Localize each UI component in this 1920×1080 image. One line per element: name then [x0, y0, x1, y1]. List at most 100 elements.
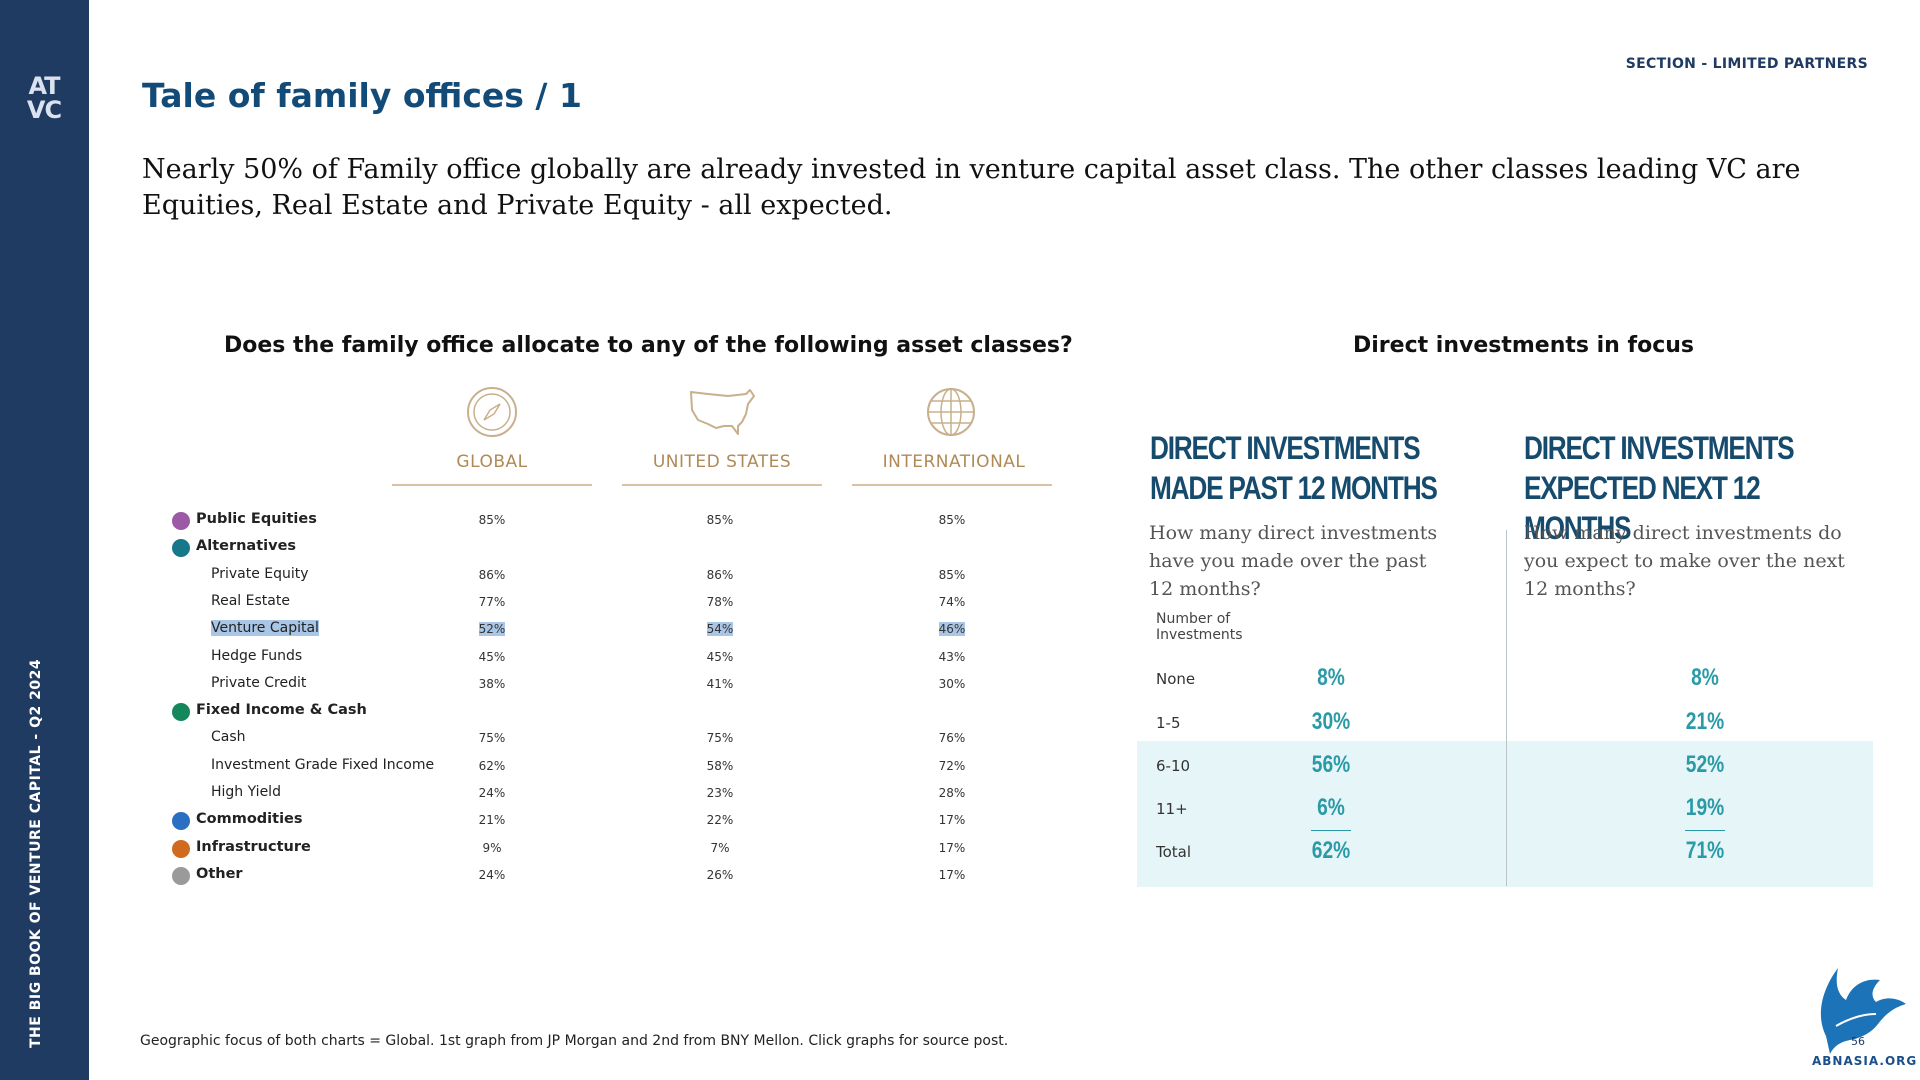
lead-paragraph: Nearly 50% of Family office globally are…	[142, 154, 1801, 221]
column-underline	[622, 484, 822, 486]
allocation-value: 58%	[706, 758, 734, 773]
bird-logo-icon	[1820, 968, 1906, 1054]
next-12-months-heading: DIRECT INVESTMENTS EXPECTED NEXT 12 MONT…	[1524, 430, 1795, 546]
allocation-value: 45%	[478, 649, 506, 664]
allocation-value: 9%	[482, 840, 502, 855]
allocation-value: 77%	[478, 594, 506, 609]
next-question: How many direct investments do you expec…	[1524, 522, 1845, 600]
allocation-value: 43%	[938, 649, 966, 664]
allocation-value: 30%	[938, 676, 966, 691]
past-percentage: 62%	[1311, 837, 1351, 864]
asset-class-label: Private Credit	[211, 674, 307, 691]
allocation-value: 85%	[706, 513, 734, 527]
allocation-value: 7%	[710, 840, 730, 855]
next-percentage: 8%	[1691, 664, 1719, 691]
investment-count-label: Total	[1156, 843, 1192, 861]
asset-class-label: Real Estate	[211, 592, 290, 609]
highlighted-value: 54%	[706, 622, 734, 637]
asset-class-label: High Yield	[211, 784, 281, 800]
asset-class-label: Hedge Funds	[211, 647, 303, 664]
legend-dot	[172, 812, 190, 831]
logo-top: AT	[28, 72, 60, 100]
allocation-value: 17%	[938, 813, 966, 828]
globe-icon	[927, 388, 975, 436]
allocation-value: 24%	[478, 786, 506, 800]
column-underline	[852, 484, 1052, 486]
allocation-value: 62%	[478, 758, 506, 773]
next-percentage: 71%	[1685, 837, 1725, 864]
allocation-value: 24%	[478, 867, 506, 882]
allocation-value: 86%	[478, 567, 506, 582]
asset-class-label: Public Equities	[196, 511, 317, 527]
total-rule-next	[1685, 830, 1725, 831]
allocation-value: 17%	[938, 840, 966, 855]
page-number: 56	[1851, 1035, 1865, 1048]
asset-class-label: Private Equity	[211, 565, 309, 582]
allocation-value: 75%	[706, 731, 734, 746]
allocation-value: 75%	[478, 731, 506, 746]
asset-class-label: Commodities	[196, 811, 303, 828]
next-percentage: 21%	[1685, 708, 1725, 735]
investment-count-label: 1-5	[1156, 714, 1181, 732]
allocation-value: 38%	[478, 676, 506, 691]
next-percentage: 19%	[1685, 794, 1725, 821]
allocation-value: 76%	[938, 731, 966, 746]
asset-class-label: Venture Capital	[211, 620, 319, 637]
legend-dot	[172, 839, 190, 858]
column-header-united-states: UNITED STATES	[652, 452, 792, 472]
left-chart-title[interactable]: Does the family office allocate to any o…	[224, 333, 1073, 358]
logo-bottom: VC	[26, 96, 62, 124]
brand-text[interactable]: ABNASIA.ORG	[1812, 1054, 1918, 1068]
allocation-value: 54%	[680, 622, 760, 637]
footnote: Geographic focus of both charts = Global…	[140, 1033, 1009, 1049]
asset-class-label: Other	[196, 865, 243, 882]
past-12-months-heading: DIRECT INVESTMENTS MADE PAST 12 MONTHS	[1150, 430, 1438, 506]
atvc-logo: AT VC	[22, 74, 66, 130]
legend-dot	[172, 539, 190, 558]
allocation-value: 22%	[706, 813, 734, 828]
legend-dot	[172, 866, 190, 885]
legend-dot	[172, 703, 190, 722]
usa-map-icon	[690, 389, 755, 435]
allocation-value: 46%	[912, 622, 992, 637]
next-percentage: 52%	[1685, 751, 1725, 778]
right-chart-title[interactable]: Direct investments in focus	[1353, 333, 1694, 358]
number-of-investments-label: Number of Investments	[1156, 611, 1243, 643]
allocation-value: 85%	[938, 567, 966, 582]
column-underline	[392, 484, 592, 486]
allocation-value: 17%	[938, 867, 966, 882]
allocation-value: 23%	[706, 786, 734, 800]
allocation-value: 28%	[938, 786, 966, 800]
allocation-value: 85%	[478, 513, 506, 527]
legend-dot	[172, 512, 190, 530]
past-percentage: 30%	[1311, 708, 1351, 735]
highlighted-value: 52%	[478, 622, 506, 637]
highlighted-value: 46%	[938, 622, 966, 637]
past-percentage: 8%	[1317, 664, 1345, 691]
allocation-value: 78%	[706, 594, 734, 609]
column-header-global: GLOBAL	[456, 452, 528, 472]
allocation-value: 85%	[938, 513, 966, 527]
asset-class-label: Alternatives	[196, 538, 297, 555]
asset-class-label: Fixed Income & Cash	[196, 702, 367, 719]
allocation-value: 45%	[706, 649, 734, 664]
past-percentage: 6%	[1317, 794, 1345, 821]
allocation-value: 41%	[706, 676, 734, 691]
investment-count-label: 6-10	[1156, 757, 1191, 775]
investment-count-label: None	[1156, 670, 1196, 688]
column-header-international: INTERNATIONAL	[882, 452, 1026, 472]
allocation-value: 74%	[938, 594, 966, 609]
allocation-value: 52%	[452, 622, 532, 637]
investment-count-label: 11+	[1156, 800, 1188, 818]
allocation-value: 26%	[706, 867, 734, 882]
asset-class-label: Infrastructure	[196, 838, 311, 855]
allocation-value: 72%	[938, 758, 966, 773]
section-label: SECTION - LIMITED PARTNERS	[1625, 56, 1868, 72]
column-divider	[1506, 530, 1507, 886]
past-percentage: 56%	[1311, 751, 1351, 778]
vertical-book-title: THE BIG BOOK OF VENTURE CAPITAL - Q2 202…	[28, 658, 44, 1048]
compass-icon	[467, 387, 517, 437]
sidebar: AT VC THE BIG BOOK OF VENTURE CAPITAL - …	[0, 0, 89, 1080]
asset-class-label: Cash	[211, 729, 246, 746]
allocation-value: 21%	[478, 813, 506, 828]
